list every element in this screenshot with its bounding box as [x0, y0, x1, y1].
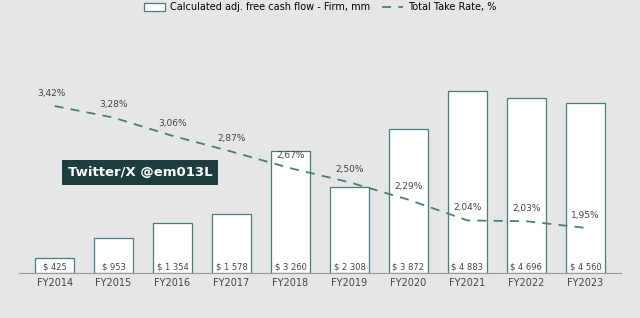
Text: $ 1 354: $ 1 354 — [157, 262, 188, 272]
Text: $ 4 696: $ 4 696 — [511, 262, 542, 272]
Bar — [508, 98, 545, 273]
Text: 2,04%: 2,04% — [453, 203, 482, 212]
Bar — [271, 151, 310, 273]
Bar — [330, 187, 369, 273]
Text: $ 2 308: $ 2 308 — [333, 262, 365, 272]
Text: $ 4 560: $ 4 560 — [570, 262, 602, 272]
Text: 2,87%: 2,87% — [217, 134, 246, 143]
Legend: Calculated adj. free cash flow - Firm, mm, Total Take Rate, %: Calculated adj. free cash flow - Firm, m… — [140, 0, 500, 16]
Text: 3,06%: 3,06% — [158, 119, 187, 128]
Text: 2,03%: 2,03% — [512, 204, 541, 213]
Text: 3,28%: 3,28% — [99, 100, 128, 109]
Text: 2,50%: 2,50% — [335, 165, 364, 174]
Text: $ 4 883: $ 4 883 — [451, 262, 483, 272]
Text: $ 953: $ 953 — [102, 262, 125, 272]
Bar — [35, 258, 74, 273]
Text: $ 3 260: $ 3 260 — [275, 262, 307, 272]
Text: 2,29%: 2,29% — [394, 183, 422, 191]
Text: 2,67%: 2,67% — [276, 151, 305, 160]
Text: 3,42%: 3,42% — [38, 89, 66, 98]
Bar — [95, 238, 132, 273]
Text: Twitter/X @em013L: Twitter/X @em013L — [68, 166, 212, 179]
Bar — [448, 91, 486, 273]
Bar — [212, 214, 251, 273]
Text: $ 1 578: $ 1 578 — [216, 262, 248, 272]
Bar — [389, 128, 428, 273]
Bar — [154, 223, 192, 273]
Text: $ 3 872: $ 3 872 — [392, 262, 424, 272]
Bar — [566, 103, 605, 273]
Text: $ 425: $ 425 — [43, 262, 67, 272]
Text: 1,95%: 1,95% — [571, 211, 600, 220]
